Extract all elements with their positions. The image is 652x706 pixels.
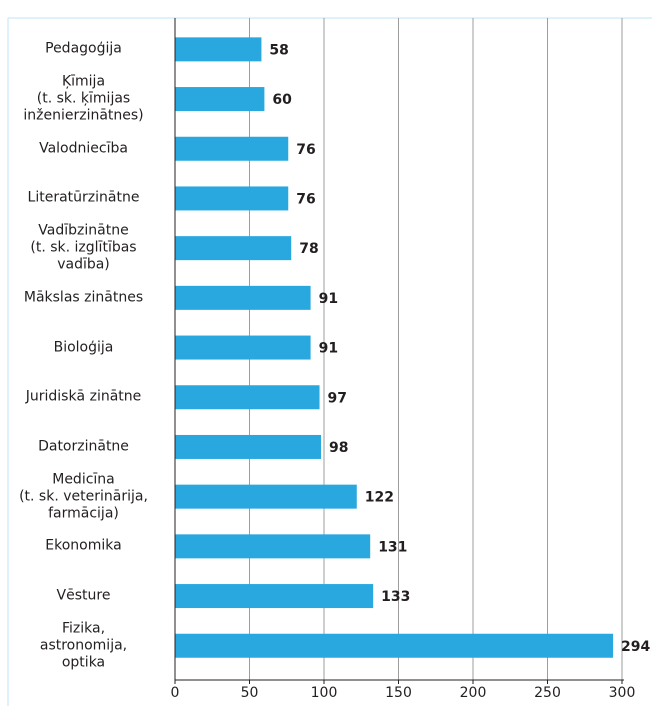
bar xyxy=(175,633,614,658)
x-tick-label: 300 xyxy=(609,685,636,701)
value-label: 133 xyxy=(381,589,410,605)
value-label: 91 xyxy=(319,341,338,357)
category-label: Ķīmija (t. sk. ķīmijas inženierzinātnes) xyxy=(23,73,144,124)
x-tick-label: 200 xyxy=(460,685,487,701)
category-label: Literatūrzinātne xyxy=(27,189,140,206)
value-label: 60 xyxy=(272,92,292,108)
x-tick-label: 0 xyxy=(171,685,180,701)
value-label: 91 xyxy=(319,291,338,307)
category-label: Medicīna (t. sk. veterinārija, farmācija… xyxy=(19,471,148,522)
category-label: Datorzinātne xyxy=(38,438,129,455)
bar xyxy=(175,484,357,509)
bar xyxy=(175,236,292,261)
category-label: Mākslas zinātnes xyxy=(23,289,144,306)
category-label: Bioloģija xyxy=(53,339,114,356)
value-label: 78 xyxy=(299,241,318,257)
value-label: 294 xyxy=(621,639,650,655)
category-label: Vadībzinātne (t. sk. izglītības vadība) xyxy=(30,222,137,273)
category-label: Ekonomika xyxy=(45,537,122,554)
bar xyxy=(175,186,289,211)
bar xyxy=(175,87,265,112)
category-label: Pedagoģija xyxy=(45,40,122,57)
bar xyxy=(175,385,320,410)
category-label: Vēsture xyxy=(56,587,111,604)
bar xyxy=(175,584,374,609)
category-label: Valodniecība xyxy=(39,140,128,157)
bar xyxy=(175,37,262,62)
bar xyxy=(175,434,322,459)
bar xyxy=(175,136,289,161)
x-tick-label: 250 xyxy=(534,685,561,701)
x-tick-label: 50 xyxy=(241,685,259,701)
value-label: 98 xyxy=(329,440,348,456)
bar xyxy=(175,335,311,360)
value-label: 97 xyxy=(328,390,347,406)
value-label: 76 xyxy=(296,142,315,158)
value-label: 122 xyxy=(365,490,394,506)
value-label: 58 xyxy=(269,42,288,58)
x-tick-label: 150 xyxy=(385,685,412,701)
category-label: Juridiskā zinātne xyxy=(25,388,142,405)
value-label: 131 xyxy=(378,539,407,555)
value-label: 76 xyxy=(296,191,315,207)
x-tick-label: 100 xyxy=(311,685,338,701)
category-label: Fizika, astronomija, optika xyxy=(39,620,128,671)
bar xyxy=(175,534,371,559)
bar xyxy=(175,285,311,310)
